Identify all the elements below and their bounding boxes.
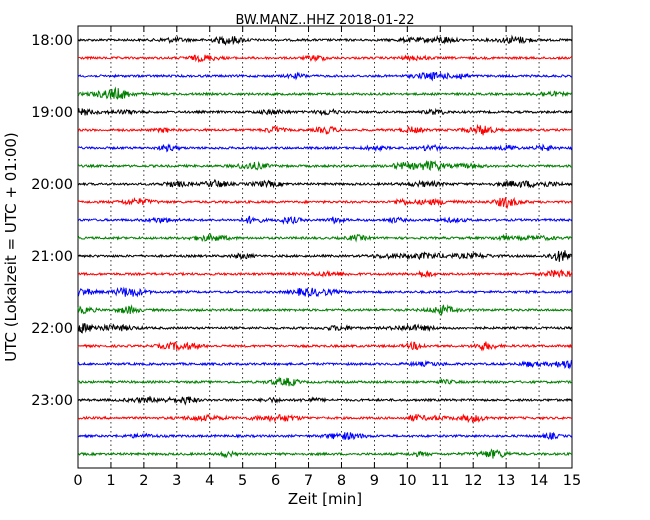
seismic-trace-1815 [77,54,573,64]
x-tick-label: 13 [497,473,515,489]
seismic-trace-2100 [77,250,573,262]
seismic-trace-1900 [77,107,573,117]
x-tick-label: 4 [205,473,214,489]
x-tick-label: 11 [431,473,449,489]
seismic-trace-1845 [77,86,573,100]
seismic-trace-2230 [77,359,573,370]
y-axis-label: UTC (Lokalzeit = UTC + 01:00) [2,132,20,362]
x-tick-label: 1 [106,473,115,489]
seismic-trace-2030 [77,215,573,225]
seismic-trace-2345 [77,448,573,459]
y-tick-label: 23:00 [31,393,73,409]
x-tick-label: 2 [139,473,148,489]
x-axis-ticks: 0 1 2 3 4 5 6 7 8 9 10 11 12 13 14 15 [73,26,581,489]
x-tick-label: 6 [271,473,280,489]
seismic-trace-1800 [77,34,573,46]
x-tick-label: 14 [530,473,548,489]
x-tick-label: 5 [238,473,247,489]
y-tick-label: 22:00 [31,321,73,337]
seismic-trace-1930 [77,143,573,153]
seismic-trace-2145 [77,304,573,317]
x-tick-label: 9 [370,473,379,489]
seismic-trace-2315 [77,413,573,424]
y-axis-ticks: 18:00 19:00 20:00 21:00 22:00 23:00 [31,33,572,409]
seismic-trace-2300 [77,395,573,406]
x-tick-label: 3 [172,473,181,489]
y-tick-label: 18:00 [31,33,73,49]
seismic-trace-1830 [77,71,573,82]
x-tick-label: 8 [337,473,346,489]
seismic-trace-2245 [77,376,573,387]
plot-area [77,25,573,469]
x-tick-label: 15 [563,473,581,489]
chart-title: BW.MANZ..HHZ 2018-01-22 [235,13,414,28]
seismic-trace-2045 [77,232,573,243]
seismic-trace-2130 [77,286,573,298]
y-tick-label: 19:00 [31,105,73,121]
traces [77,34,573,459]
seismic-trace-2000 [77,178,573,189]
x-tick-label: 12 [464,473,482,489]
x-tick-label: 7 [304,473,313,489]
y-tick-label: 21:00 [31,249,73,265]
seismic-trace-2015 [77,196,573,210]
seismic-trace-2215 [77,340,573,352]
gridlines [110,26,540,468]
seismic-trace-2330 [77,431,573,441]
x-tick-label: 10 [398,473,416,489]
seismic-trace-1945 [77,159,573,172]
x-axis-label: Zeit [min] [288,490,362,508]
seismic-trace-2115 [77,269,573,279]
seismic-trace-2200 [77,323,573,334]
x-tick-label: 0 [73,473,82,489]
seismic-trace-1915 [77,123,573,136]
y-tick-label: 20:00 [31,177,73,193]
